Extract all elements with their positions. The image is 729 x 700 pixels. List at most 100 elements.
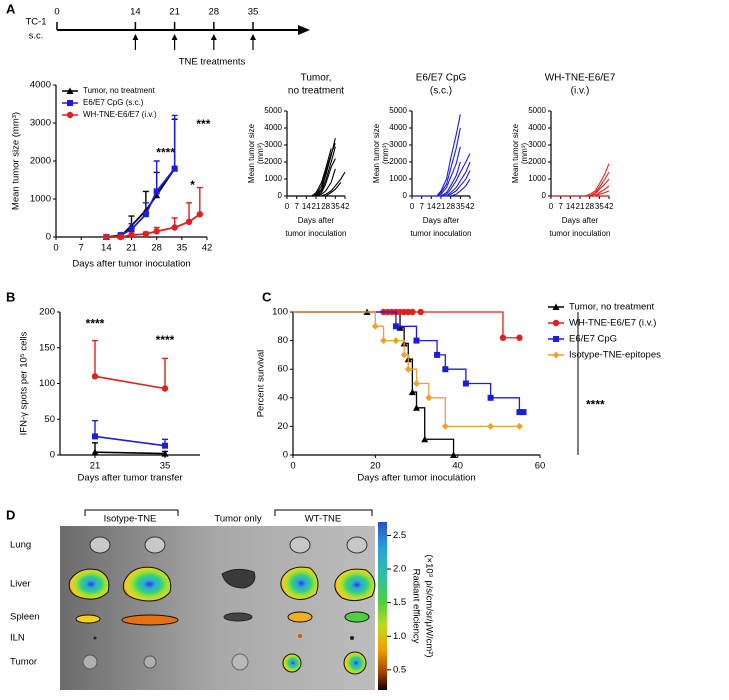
x-tick-label: 42	[341, 202, 350, 211]
y-tick-label: 200	[39, 307, 55, 318]
marker	[442, 366, 449, 373]
organ-label: ILN	[10, 633, 25, 644]
marker	[408, 388, 416, 396]
marker	[153, 228, 160, 235]
group-label: WT-TNE	[305, 514, 341, 525]
timeline-tick-label: 14	[130, 7, 141, 18]
series-line	[412, 178, 471, 197]
marker	[66, 87, 74, 94]
y-tick-label: 3000	[264, 140, 282, 149]
y-tick-label: 0	[403, 191, 408, 200]
x-tick-label: 0	[549, 202, 554, 211]
x-tick-label: 42	[202, 243, 213, 254]
y-tick-label: 4000	[528, 123, 546, 132]
x-tick-label: 14	[566, 202, 575, 211]
organ	[289, 536, 311, 554]
legend-label: Isotype-TNE-epitopes	[569, 350, 661, 361]
y-axis-label: Mean tumor size	[247, 123, 256, 183]
error-bar	[196, 186, 203, 215]
marker	[552, 351, 560, 359]
y-tick-label: 0	[283, 450, 288, 461]
treatment-arrowhead	[250, 34, 256, 40]
x-axis-label: Days after tumor inoculation	[72, 259, 190, 270]
marker	[153, 188, 160, 195]
marker	[462, 380, 469, 387]
organ	[231, 653, 249, 671]
survival-line	[293, 311, 455, 455]
y-tick-label: 150	[39, 342, 55, 353]
organ-signal	[287, 611, 313, 623]
legend-label: WH-TNE-E6/E7 (i.v.)	[83, 110, 157, 119]
y-axis-label: (mm³)	[381, 143, 390, 165]
marker	[487, 394, 494, 401]
x-tick-label: 0	[285, 202, 290, 211]
y-tick-label: 4000	[264, 123, 282, 132]
marker	[371, 322, 379, 330]
marker	[499, 334, 507, 341]
y-tick-label: 80	[277, 335, 288, 346]
legend-label: E6/E7 CpG (s.c.)	[83, 98, 144, 107]
y-tick-label: 4000	[389, 123, 407, 132]
organ	[93, 636, 97, 640]
x-tick-label: 28	[585, 202, 594, 211]
organ-label: Lung	[10, 540, 31, 551]
marker	[417, 308, 424, 316]
organ-signal	[75, 614, 101, 624]
series-line	[94, 435, 166, 447]
y-tick-label: 3000	[30, 118, 51, 129]
x-tick-label: 7	[79, 243, 84, 254]
panel-label: B	[6, 289, 15, 304]
x-tick-label: 35	[595, 202, 604, 211]
chart-title: Tumor,	[301, 73, 332, 84]
legend-label: WH-TNE-E6/E7 (i.v.)	[569, 318, 656, 329]
y-axis-label: (mm³)	[520, 143, 529, 165]
marker	[434, 351, 441, 358]
treatment-arrowhead	[171, 34, 178, 40]
marker	[128, 231, 135, 239]
marker	[392, 337, 400, 345]
significance-label: ****	[586, 398, 605, 412]
timeline-tick-label: 28	[209, 7, 220, 18]
marker	[91, 448, 99, 456]
x-axis-label: tumor inoculation	[411, 229, 472, 238]
organ-label: Liver	[10, 579, 31, 590]
series-line	[412, 114, 461, 197]
series-line	[106, 168, 176, 238]
y-tick-label: 0	[542, 191, 547, 200]
marker	[553, 336, 559, 342]
marker	[103, 233, 110, 241]
legend-label: Tumor, no treatment	[569, 302, 655, 313]
colorbar-tick-label: 0.5	[393, 664, 406, 675]
timeline-tick-label: 21	[169, 7, 180, 18]
group-label: Tumor only	[214, 514, 261, 525]
x-tick-label: 21	[576, 202, 585, 211]
organ	[223, 612, 253, 622]
timeline-treatment-label: TNE treatments	[179, 57, 246, 68]
x-axis-label: Days after tumor inoculation	[357, 473, 475, 484]
x-tick-label: 7	[294, 202, 299, 211]
y-tick-label: 60	[277, 364, 288, 375]
y-tick-label: 100	[39, 378, 55, 389]
colorbar	[378, 522, 387, 690]
x-tick-label: 42	[466, 202, 475, 211]
y-axis-label: Mean tumor size (mm³)	[11, 112, 22, 210]
y-tick-label: 1000	[528, 174, 546, 183]
x-tick-label: 7	[558, 202, 563, 211]
marker	[161, 385, 169, 392]
x-tick-label: 21	[312, 202, 321, 211]
marker	[413, 380, 420, 387]
x-tick-label: 14	[427, 202, 436, 211]
x-axis-label: Days after	[298, 216, 335, 225]
timeline-tick-label: 0	[54, 7, 59, 18]
x-tick-label: 0	[53, 243, 58, 254]
marker	[441, 422, 449, 430]
organ-signal	[280, 566, 319, 600]
error-bar	[171, 114, 178, 169]
colorbar-tick-label: 1.5	[393, 597, 406, 608]
group-label: Isotype-TNE	[104, 514, 157, 525]
x-tick-label: 42	[605, 202, 614, 211]
marker	[161, 450, 169, 457]
